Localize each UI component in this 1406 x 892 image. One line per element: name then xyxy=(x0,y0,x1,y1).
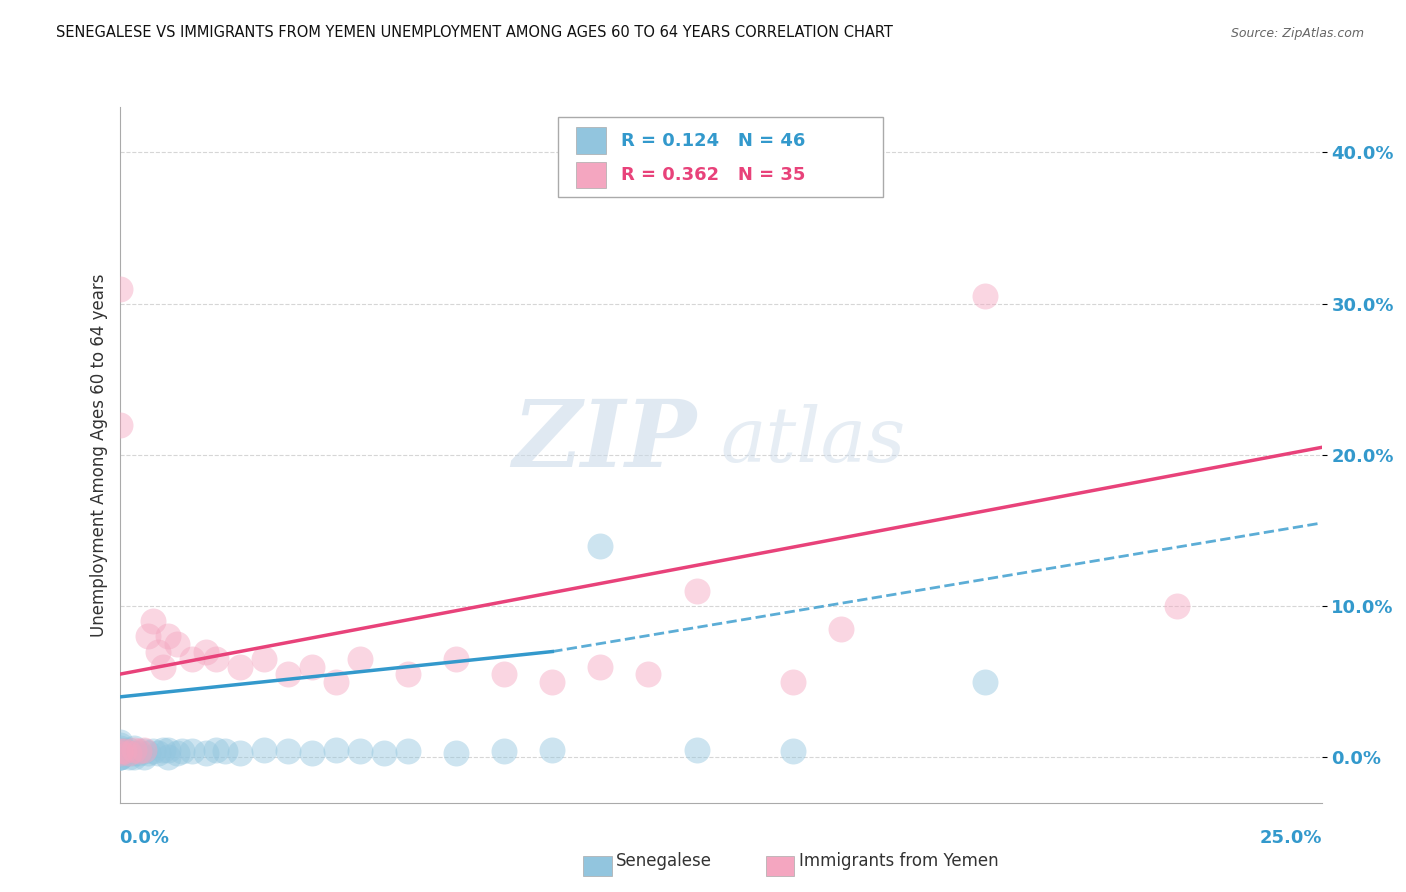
Text: SENEGALESE VS IMMIGRANTS FROM YEMEN UNEMPLOYMENT AMONG AGES 60 TO 64 YEARS CORRE: SENEGALESE VS IMMIGRANTS FROM YEMEN UNEM… xyxy=(56,25,893,40)
Point xyxy=(301,746,323,760)
FancyBboxPatch shape xyxy=(576,161,606,188)
Point xyxy=(156,750,179,764)
Point xyxy=(108,417,131,432)
Point xyxy=(128,744,150,758)
Point xyxy=(122,750,145,764)
Point xyxy=(122,741,145,756)
Point xyxy=(325,674,347,689)
Point xyxy=(108,744,131,758)
Point xyxy=(132,743,155,757)
Point xyxy=(118,750,141,764)
Point xyxy=(118,743,141,757)
Point xyxy=(589,539,612,553)
Point xyxy=(349,744,371,758)
Point xyxy=(122,743,145,757)
Point xyxy=(108,750,131,764)
Point xyxy=(108,281,131,295)
Point xyxy=(142,615,165,629)
Text: Senegalese: Senegalese xyxy=(616,852,711,870)
Point xyxy=(170,744,193,758)
Point xyxy=(152,659,174,673)
Point xyxy=(118,746,141,760)
Point xyxy=(166,637,188,651)
Point xyxy=(146,746,169,760)
Point xyxy=(138,746,160,760)
Point xyxy=(152,743,174,757)
Point xyxy=(108,739,131,753)
Point xyxy=(204,652,226,666)
Text: Immigrants from Yemen: Immigrants from Yemen xyxy=(799,852,998,870)
Point xyxy=(782,674,804,689)
Point xyxy=(204,743,226,757)
Point xyxy=(195,746,218,760)
Point xyxy=(228,659,252,673)
Point xyxy=(396,744,419,758)
Point xyxy=(108,744,131,758)
Point xyxy=(277,744,299,758)
Point xyxy=(142,744,165,758)
Point xyxy=(685,584,707,599)
Point xyxy=(118,746,141,760)
Text: R = 0.362   N = 35: R = 0.362 N = 35 xyxy=(621,166,806,184)
Point xyxy=(108,750,131,764)
Point xyxy=(541,743,564,757)
Point xyxy=(180,744,202,758)
Text: Source: ZipAtlas.com: Source: ZipAtlas.com xyxy=(1230,27,1364,40)
Point xyxy=(138,629,160,643)
Point xyxy=(108,741,131,756)
Point xyxy=(156,743,179,757)
Point xyxy=(637,667,659,681)
Point xyxy=(180,652,202,666)
FancyBboxPatch shape xyxy=(558,118,883,197)
Point xyxy=(396,667,419,681)
Point xyxy=(444,746,467,760)
Point xyxy=(1166,599,1188,614)
Point xyxy=(830,622,852,636)
Y-axis label: Unemployment Among Ages 60 to 64 years: Unemployment Among Ages 60 to 64 years xyxy=(90,273,108,637)
Point xyxy=(494,667,516,681)
Text: R = 0.124   N = 46: R = 0.124 N = 46 xyxy=(621,132,806,150)
Point xyxy=(132,750,155,764)
Point xyxy=(108,750,131,764)
Point xyxy=(108,735,131,749)
Point xyxy=(301,659,323,673)
Text: 0.0%: 0.0% xyxy=(120,830,170,847)
Point xyxy=(156,629,179,643)
Point xyxy=(494,744,516,758)
Point xyxy=(974,674,997,689)
Point xyxy=(589,659,612,673)
Point xyxy=(108,743,131,757)
Point xyxy=(277,667,299,681)
Point xyxy=(108,746,131,760)
Point xyxy=(122,746,145,760)
Point xyxy=(112,744,135,758)
Point xyxy=(128,746,150,760)
Point xyxy=(214,744,236,758)
Point xyxy=(974,289,997,303)
Point xyxy=(195,644,218,658)
Point xyxy=(253,743,276,757)
Point xyxy=(685,743,707,757)
Point xyxy=(166,746,188,760)
Point xyxy=(444,652,467,666)
Point xyxy=(782,744,804,758)
Text: 25.0%: 25.0% xyxy=(1260,830,1322,847)
Point xyxy=(132,744,155,758)
Point xyxy=(146,644,169,658)
Point xyxy=(373,746,395,760)
Point xyxy=(541,674,564,689)
Point xyxy=(108,750,131,764)
Point xyxy=(108,746,131,760)
Point xyxy=(325,743,347,757)
FancyBboxPatch shape xyxy=(576,128,606,153)
Point xyxy=(349,652,371,666)
Text: ZIP: ZIP xyxy=(512,396,696,486)
Point xyxy=(253,652,276,666)
Text: atlas: atlas xyxy=(720,404,905,478)
Point xyxy=(228,746,252,760)
